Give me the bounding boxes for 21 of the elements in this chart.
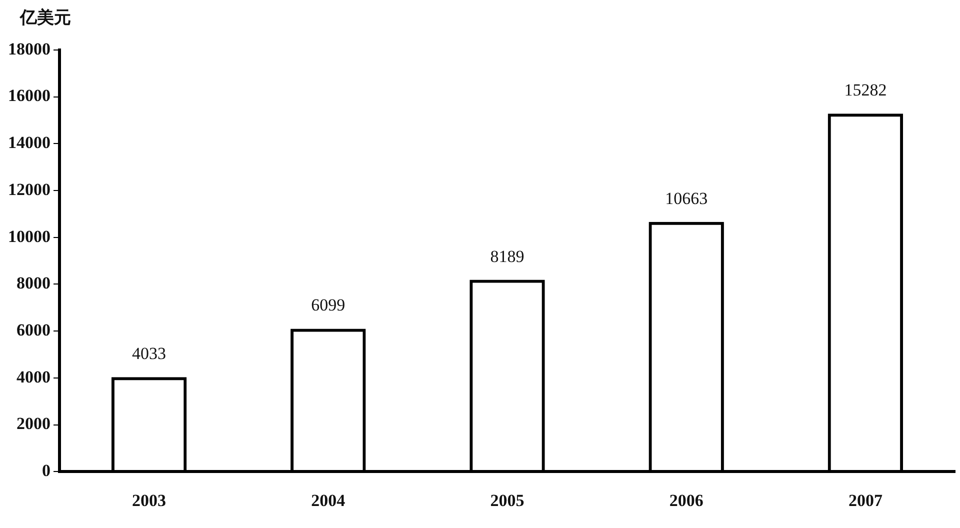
x-tick-label: 2003 xyxy=(132,491,166,510)
data-label: 8189 xyxy=(490,246,524,266)
y-tick-label: 18000 xyxy=(8,39,50,58)
y-tick-label: 2000 xyxy=(16,414,50,434)
data-label: 4033 xyxy=(132,344,166,364)
y-tick-label: 4000 xyxy=(16,367,50,386)
y-tick-label: 12000 xyxy=(8,180,50,199)
y-tick-label: 0 xyxy=(42,460,50,480)
x-tick-label: 2006 xyxy=(669,491,704,510)
y-axis-title: 亿美元 xyxy=(20,7,71,29)
x-tick-label: 2007 xyxy=(848,491,883,510)
data-label: 15282 xyxy=(844,80,887,100)
y-tick-label: 10000 xyxy=(8,226,50,246)
x-tick-label: 2004 xyxy=(311,491,346,510)
y-tick-label: 14000 xyxy=(8,133,50,152)
y-tick-label: 6000 xyxy=(16,320,50,340)
y-tick-label: 8000 xyxy=(16,274,50,293)
y-tick-label: 16000 xyxy=(8,86,50,106)
data-label: 6099 xyxy=(311,296,346,315)
data-label: 10663 xyxy=(665,188,708,208)
x-tick-label: 2005 xyxy=(490,491,524,510)
